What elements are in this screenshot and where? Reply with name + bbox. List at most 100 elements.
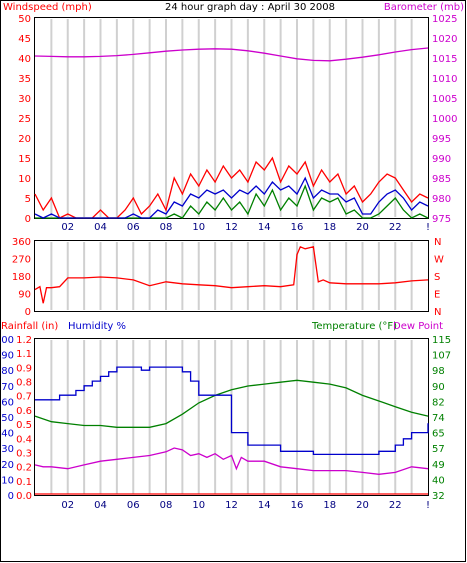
rainfall-tick-label: 0.2 (16, 463, 32, 474)
barometer-tick-label: 985 (432, 174, 451, 185)
hour-tick-label: 22 (389, 500, 402, 511)
barometer-axis-label: Barometer (mb) (384, 2, 464, 13)
average-series-line (34, 176, 429, 219)
humidity-tick-label: 40 (1, 429, 14, 440)
barometer-series-line (34, 47, 429, 62)
hour-tick-label: 12 (225, 222, 238, 233)
rainfall-tick-label: 0.4 (16, 434, 32, 445)
chart-title: 24 hour graph day : April 30 2008 (165, 2, 335, 13)
temperature-ticks: 32 40 49 57 65 74 82 90 98 107 115 (432, 335, 451, 502)
humidity-tick-label: 80 (1, 366, 14, 377)
humidity-series-line (35, 366, 429, 456)
hour-tick-label: 08 (160, 222, 173, 233)
barometer-tick-label: 1020 (432, 34, 457, 45)
temperature-tick-label: 57 (432, 444, 445, 455)
windspeed-ticks: 0 5 10 15 20 25 30 35 40 45 50 (18, 14, 31, 225)
hour-tick-label: ! (426, 222, 430, 233)
barometer-tick-label: 980 (432, 194, 451, 205)
hour-tick-label: 02 (61, 500, 74, 511)
hour-tick-label: 10 (192, 500, 205, 511)
temperature-series-line (34, 379, 429, 428)
rainfall-axis-label: Rainfall (in) (1, 321, 58, 332)
rainfall-tick-label: 0.8 (16, 378, 32, 389)
hour-tick-label: 04 (94, 500, 107, 511)
humidity-tick-label: 90 (1, 351, 14, 362)
direction-degree-tick-label: 360 (12, 237, 31, 248)
temperature-tick-label: 107 (432, 351, 451, 362)
gust-series-line (34, 156, 429, 219)
rainfall-tick-label: 1.2 (16, 335, 32, 346)
windspeed-tick-label: 30 (18, 94, 31, 105)
direction-panel-series (34, 245, 429, 304)
windspeed-tick-label: 5 (25, 194, 31, 205)
temperature-tick-label: 74 (432, 413, 445, 424)
direction-degree-tick-label: 180 (12, 272, 31, 283)
direction-compass-tick-label: N (434, 307, 441, 318)
windspeed-tick-label: 10 (18, 174, 31, 185)
hour-tick-label: 02 (61, 222, 74, 233)
hour-tick-label: 16 (291, 222, 304, 233)
direction-compass-tick-label: N (434, 237, 441, 248)
hour-tick-label: 08 (160, 500, 173, 511)
direction-compass-tick-label: W (434, 255, 444, 266)
direction-compass-tick-label: S (434, 272, 440, 283)
hour-tick-label: 14 (258, 222, 271, 233)
direction-panel-grid (50, 242, 413, 310)
direction-degree-tick-label: 270 (12, 255, 31, 266)
humidity-ticks: 0 10 20 30 40 50 60 70 80 90 100 (0, 335, 14, 502)
rainfall-tick-label: 0.7 (16, 392, 32, 403)
wind-direction-series-line (34, 245, 429, 304)
humidity-tick-label: 20 (1, 460, 14, 471)
temperature-tick-label: 82 (432, 397, 445, 408)
hour-tick-label: 12 (225, 500, 238, 511)
direction-compass-tick-label: E (434, 290, 440, 301)
humidity-tick-label: 0 (8, 491, 14, 502)
windspeed-tick-label: 45 (18, 34, 31, 45)
temperature-tick-label: 40 (432, 475, 445, 486)
direction-degree-tick-label: 90 (18, 290, 31, 301)
hour-tick-label: 06 (127, 222, 140, 233)
temperature-tick-label: 49 (432, 460, 445, 471)
barometer-tick-label: 1015 (432, 54, 457, 65)
hour-tick-label: 14 (258, 500, 271, 511)
climate-panel-series (34, 366, 429, 495)
barometer-tick-label: 1005 (432, 94, 457, 105)
rainfall-tick-label: 1.1 (16, 349, 32, 360)
wind-panel-hour-ticks: 02 04 06 08 10 12 14 16 18 20 22! (61, 222, 430, 233)
hour-tick-label: ! (426, 500, 430, 511)
rainfall-tick-label: 0.5 (16, 420, 32, 431)
dewpoint-axis-label: Dew Point (393, 321, 443, 332)
temperature-tick-label: 65 (432, 429, 445, 440)
hour-tick-label: 04 (94, 222, 107, 233)
hour-tick-label: 18 (323, 500, 336, 511)
barometer-tick-label: 1000 (432, 114, 457, 125)
hour-tick-label: 20 (356, 222, 369, 233)
humidity-tick-label: 50 (1, 413, 14, 424)
climate-panel-grid (50, 340, 413, 494)
barometer-ticks: 975 980 985 990 995 1000 1005 1010 1015 1020 1025 (432, 14, 457, 225)
temperature-tick-label: 32 (432, 491, 445, 502)
rainfall-tick-label: 0.0 (16, 491, 32, 502)
rainfall-tick-label: 0.9 (16, 363, 32, 374)
hour-tick-label: 16 (291, 500, 304, 511)
humidity-tick-label: 100 (0, 335, 14, 346)
wind-panel-series (34, 47, 429, 219)
humidity-tick-label: 70 (1, 382, 14, 393)
barometer-tick-label: 1010 (432, 74, 457, 85)
rainfall-tick-label: 0.1 (16, 477, 32, 488)
humidity-tick-label: 10 (1, 475, 14, 486)
windspeed-tick-label: 35 (18, 74, 31, 85)
hour-tick-label: 20 (356, 500, 369, 511)
rainfall-tick-label: 0.6 (16, 406, 32, 417)
barometer-tick-label: 975 (432, 214, 451, 225)
barometer-tick-label: 990 (432, 154, 451, 165)
barometer-tick-label: 995 (432, 134, 451, 145)
temperature-tick-label: 115 (432, 335, 451, 346)
direction-degree-ticks: 0 90 180 270 360 (12, 237, 31, 318)
windspeed-tick-label: 25 (18, 114, 31, 125)
rainfall-tick-label: 0.3 (16, 448, 32, 459)
windspeed-tick-label: 40 (18, 54, 31, 65)
temperature-tick-label: 90 (432, 382, 445, 393)
